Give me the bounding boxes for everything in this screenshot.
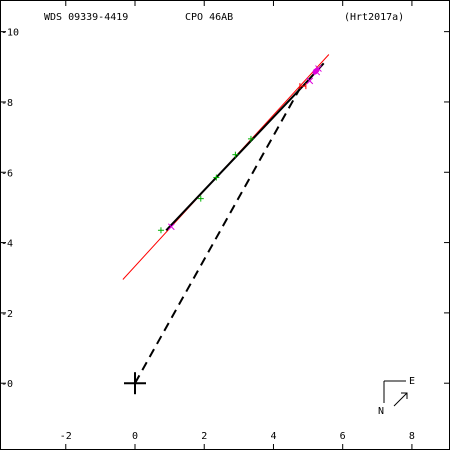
observation-cross-mark: [167, 223, 175, 231]
y-tick-label: -2: [1, 309, 13, 320]
compass-arrow-shaft: [393, 392, 408, 407]
compass-east-label: E: [409, 376, 415, 387]
observation-dot-mark: [314, 67, 320, 73]
observation-plus-mark: [157, 227, 164, 234]
y-tick-label: -6: [1, 168, 13, 179]
compass: E N: [378, 376, 415, 417]
observation-box-mark: [299, 83, 307, 90]
y-tick-label: -4: [1, 239, 13, 250]
compass-arrow-head: [401, 392, 408, 399]
y-tick-label: -10: [1, 28, 19, 39]
observation-plus-mark: [232, 151, 239, 158]
x-tick-label: 8: [409, 431, 415, 442]
observation-marks: [157, 65, 322, 234]
cross-mark-b: [167, 223, 175, 231]
compass-north-label: N: [378, 406, 384, 417]
observation-plus-mark: [213, 174, 220, 181]
observation-plus-mark: [197, 195, 204, 202]
y-tick-label: -8: [1, 98, 13, 109]
cross-mark-b: [306, 77, 314, 85]
header-star-id: WDS 09339-4419: [44, 12, 128, 23]
x-tick-label: 4: [270, 431, 276, 442]
x-tick-label: -2: [60, 431, 72, 442]
observation-cross-mark: [306, 77, 314, 85]
observation-plus-mark: [247, 135, 254, 142]
orbit-lines: [122, 54, 330, 395]
x-tick-label: 6: [340, 431, 346, 442]
y-tick-label: -0: [1, 379, 13, 390]
periastron-dashed-line: [134, 85, 303, 384]
header-component: CPO 46AB: [185, 12, 233, 23]
x-tick-label: 0: [132, 431, 138, 442]
header-reference: (Hrt2017a): [344, 12, 404, 23]
x-tick-label: 2: [201, 431, 207, 442]
